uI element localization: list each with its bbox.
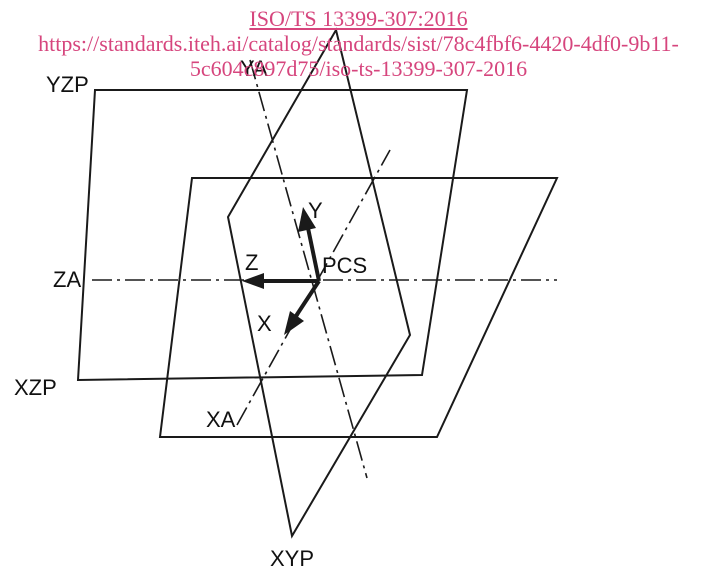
url-line-2: 5c604c897d75/iso-ts-13399-307-2016 — [189, 56, 528, 81]
watermark: ISO/TS 13399-307:2016 https://standards.… — [0, 6, 717, 81]
x-arrowhead — [284, 311, 304, 335]
xa-label: XA — [206, 407, 236, 432]
ya-axis-line — [249, 59, 368, 479]
standard-link[interactable]: ISO/TS 13399-307:2016 — [249, 6, 468, 31]
yzp-plane — [76, 89, 469, 382]
y-arrow-shaft — [306, 227, 321, 282]
x-arrow-shaft — [294, 279, 321, 318]
z-label: Z — [245, 250, 258, 275]
za-label: ZA — [53, 267, 81, 292]
y-arrowhead — [298, 207, 316, 232]
xyp-label: XYP — [270, 546, 314, 571]
x-label: X — [257, 311, 272, 336]
xzp-label: XZP — [14, 375, 57, 400]
y-label: Y — [308, 198, 323, 223]
pcs-label: PCS — [322, 253, 367, 278]
yzp-label: YZP — [46, 72, 89, 97]
url-line-1: https://standards.iteh.ai/catalog/standa… — [38, 31, 679, 56]
ya-label: YA — [240, 56, 268, 81]
xyp-plane — [226, 27, 412, 539]
xzp-plane — [158, 177, 559, 438]
z-arrowhead — [242, 273, 264, 289]
